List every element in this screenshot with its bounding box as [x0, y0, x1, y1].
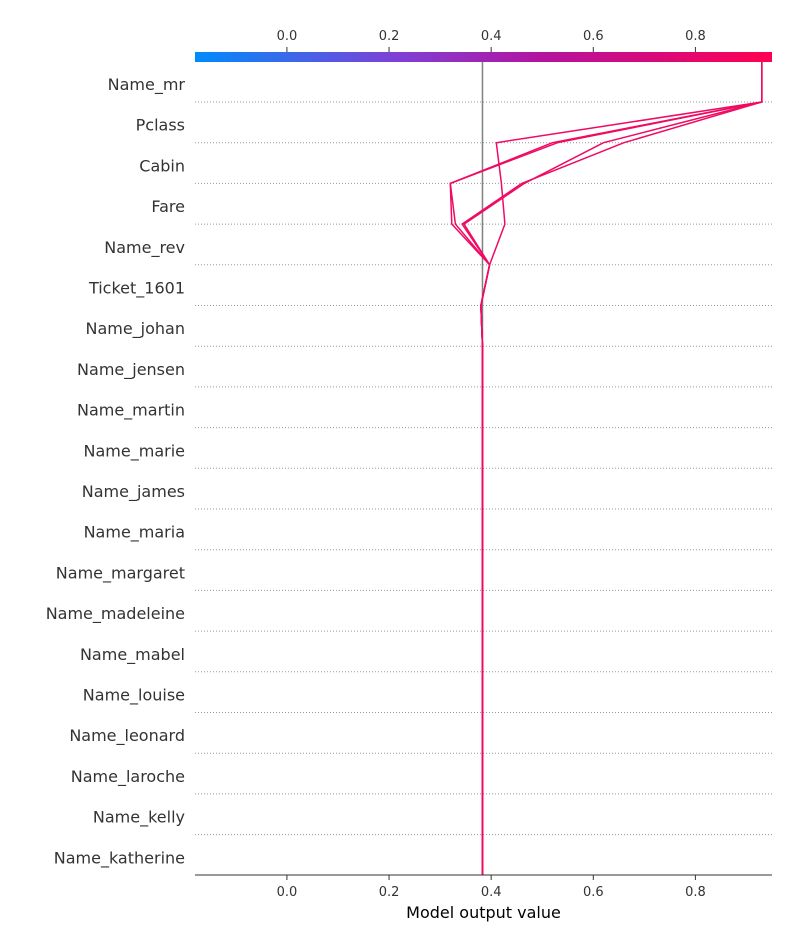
feature-label: Fare: [151, 197, 185, 216]
feature-label: Name_mr: [108, 75, 186, 95]
feature-label: Cabin: [139, 156, 185, 175]
feature-labels: Name_mr Pclass Cabin Fare Name_rev Ticket_160…: [46, 75, 186, 868]
bottom-tick-label: 0.0: [277, 885, 298, 900]
colorbar: [195, 52, 772, 62]
x-axis-title: Model output value: [406, 903, 561, 922]
top-tick-label: 0.6: [583, 29, 604, 44]
feature-label: Name_rev: [104, 238, 185, 258]
feature-label: Name_marie: [84, 441, 185, 461]
bottom-tick-label: 0.4: [481, 885, 502, 900]
feature-label: Pclass: [136, 116, 185, 135]
feature-label: Name_johan: [85, 319, 185, 339]
top-tick-group: 0.0 0.2 0.4 0.6 0.8: [277, 29, 706, 52]
top-tick-label: 0.2: [379, 29, 400, 44]
decision-line: [463, 59, 763, 876]
bottom-tick-label: 0.8: [685, 885, 706, 900]
decision-lines: [449, 59, 763, 876]
feature-label: Name_leonard: [69, 726, 185, 746]
feature-label: Name_louise: [83, 686, 185, 706]
top-tick-label: 0.8: [685, 29, 706, 44]
bottom-tick-group: 0.0 0.2 0.4 0.6 0.8: [277, 875, 706, 900]
feature-label: Name_martin: [77, 401, 185, 421]
feature-label: Name_kelly: [93, 808, 185, 828]
feature-label: Ticket_1601: [88, 279, 185, 299]
feature-label: Name_maria: [84, 523, 185, 543]
feature-label: Name_jensen: [77, 360, 185, 380]
grid-lines: [195, 101, 772, 836]
top-tick-label: 0.4: [481, 29, 502, 44]
top-tick-label: 0.0: [277, 29, 298, 44]
feature-label: Name_margaret: [56, 563, 185, 583]
feature-label: Name_james: [82, 482, 185, 502]
feature-label: Name_mabel: [80, 645, 185, 665]
feature-label: Name_madeleine: [46, 604, 185, 624]
feature-label: Name_laroche: [71, 767, 185, 787]
bottom-tick-label: 0.6: [583, 885, 604, 900]
feature-label: Name_katherine: [54, 848, 185, 868]
bottom-tick-label: 0.2: [379, 885, 400, 900]
